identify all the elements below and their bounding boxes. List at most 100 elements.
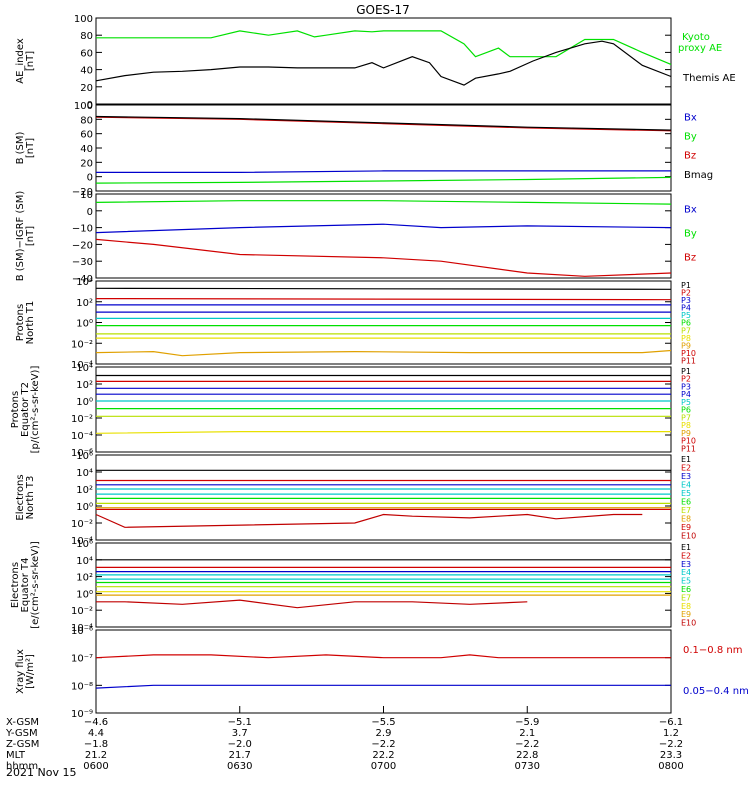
y-tick-label: 10⁻⁸ — [71, 681, 93, 692]
axis-value: −2.2 — [371, 739, 395, 750]
legend-entry: E10 — [681, 532, 696, 541]
series-0.05−0.4 nm — [95, 684, 671, 689]
y-tick-label: 10⁶ — [76, 451, 93, 462]
legend-entry: By — [684, 132, 697, 143]
legend-entry: P8 — [681, 421, 691, 430]
y-tick-label: 10⁻² — [71, 339, 93, 350]
y-tick-label: 10⁻⁶ — [71, 448, 93, 459]
legend-entry: Bmag — [684, 170, 713, 181]
y-tick-label: 10⁴ — [76, 556, 93, 567]
legend-kyoto: Kyoto — [682, 32, 710, 43]
series-E10 — [95, 513, 643, 528]
series-group — [95, 287, 672, 357]
series-group — [95, 469, 671, 528]
y-axis-label: B (SM)−IGRF (SM)[nT] — [15, 191, 36, 282]
y-axis-label: ProtonsNorth T1 — [15, 301, 36, 345]
y-tick-label: 10⁰ — [76, 502, 93, 513]
axis-value: 2.9 — [376, 728, 392, 739]
date-label: 2021 Nov 15 — [6, 766, 76, 779]
series-Bmag — [95, 115, 672, 131]
axis-value: 22.2 — [372, 750, 394, 761]
legend-entry: P9 — [681, 341, 691, 350]
y-tick-label: 10⁻² — [71, 606, 93, 617]
axis-row-label: Y-GSM — [5, 728, 38, 739]
panel-frame — [95, 454, 672, 541]
legend: 0.1−0.8 nm 0.05−0.4 nm — [683, 645, 749, 697]
series-group — [95, 374, 671, 434]
series-group — [95, 654, 671, 689]
axis-value: −2.2 — [515, 739, 539, 750]
series-group — [95, 115, 672, 184]
legend-entry: E2 — [681, 551, 691, 560]
axis-row-label: Z-GSM — [6, 739, 39, 750]
axis-value: 3.7 — [232, 728, 248, 739]
series-Kyoto proxy AE — [96, 30, 672, 65]
legend-entry: E6 — [681, 498, 691, 507]
axis-value: 0630 — [227, 761, 252, 772]
legend-entry: Bx — [684, 112, 697, 123]
axis-value: −2.0 — [228, 739, 252, 750]
y-tick-label: 10⁻⁶ — [71, 626, 93, 637]
panel-elecT4: 10⁶ 10⁴ 10² 10⁰ 10⁻² 10⁻⁴ ElectronsEquator T4[… — [10, 539, 696, 634]
y-axis-label: Xray flux[W/m²] — [15, 649, 36, 694]
panel-frame — [95, 366, 672, 453]
legend-entry: P5 — [681, 398, 691, 407]
legend-entry: P3 — [681, 382, 691, 391]
y-tick-label: 10⁴ — [76, 363, 93, 374]
y-tick-label: 100 — [74, 14, 93, 25]
legend-entry: Bx — [684, 204, 697, 215]
y-tick-label: 10⁴ — [76, 277, 93, 288]
series-0.1−0.8 nm — [95, 654, 671, 659]
y-tick-label: −10 — [72, 224, 93, 235]
legend-entry: E8 — [681, 602, 691, 611]
legend-entry: P9 — [681, 429, 691, 438]
y-axis-label: ElectronsEquator T4[e/(cm²-s-sr-keV)] — [10, 541, 41, 629]
legend-entry: E4 — [681, 568, 691, 577]
y-tick-label: 80 — [80, 115, 93, 126]
axis-value: 23.3 — [660, 750, 682, 761]
y-axis-label: AE_index[nT] — [15, 38, 36, 84]
panel-protT2: 10⁴ 10² 10⁰ 10⁻² 10⁻⁴ 10⁻⁶ ProtonsEquator T2[p… — [10, 363, 696, 459]
y-tick-label: 10⁻⁹ — [71, 709, 93, 720]
panel-frame — [95, 17, 672, 105]
legend-entry: P4 — [681, 390, 691, 399]
legend-entry: P10 — [681, 349, 696, 358]
legend-entry: P10 — [681, 437, 696, 446]
y-tick-label: 60 — [80, 48, 93, 59]
axis-row-label: X-GSM — [6, 717, 39, 728]
legend-entry: E7 — [681, 593, 691, 602]
y-tick-label: 10⁰ — [76, 397, 93, 408]
y-axis-label: ProtonsEquator T2[p/(cm²-s-sr-keV)] — [10, 366, 41, 454]
series-Bx — [95, 223, 672, 234]
y-tick-label: −40 — [72, 274, 93, 285]
panel-frame — [95, 193, 672, 279]
legend-entry: E7 — [681, 506, 691, 515]
y-tick-label: 0 — [87, 207, 93, 218]
legend-entry: P1 — [681, 281, 691, 290]
axis-value: 0700 — [371, 761, 396, 772]
y-tick-label: 10⁻⁴ — [71, 536, 93, 547]
axis-value: 2.1 — [519, 728, 535, 739]
legend-entry: P4 — [681, 304, 691, 313]
y-tick-label: 10⁻² — [71, 519, 93, 530]
series-P1 — [95, 287, 672, 290]
series-P8 — [95, 431, 671, 434]
y-tick-label: 10⁻⁴ — [71, 623, 93, 634]
y-tick-label: 40 — [80, 144, 93, 155]
series-group — [95, 30, 672, 86]
legend-entry: P2 — [681, 375, 691, 384]
y-tick-label: 10⁻² — [71, 414, 93, 425]
panel-frame — [95, 542, 672, 628]
y-tick-label: 10⁶ — [76, 539, 93, 550]
axis-value: −5.1 — [228, 717, 252, 728]
legend-entry: E2 — [681, 464, 691, 473]
legend: Bx By Bz Bmag — [684, 112, 713, 180]
axis-row-label: hhmm — [6, 761, 38, 772]
panel-frame — [95, 629, 672, 714]
